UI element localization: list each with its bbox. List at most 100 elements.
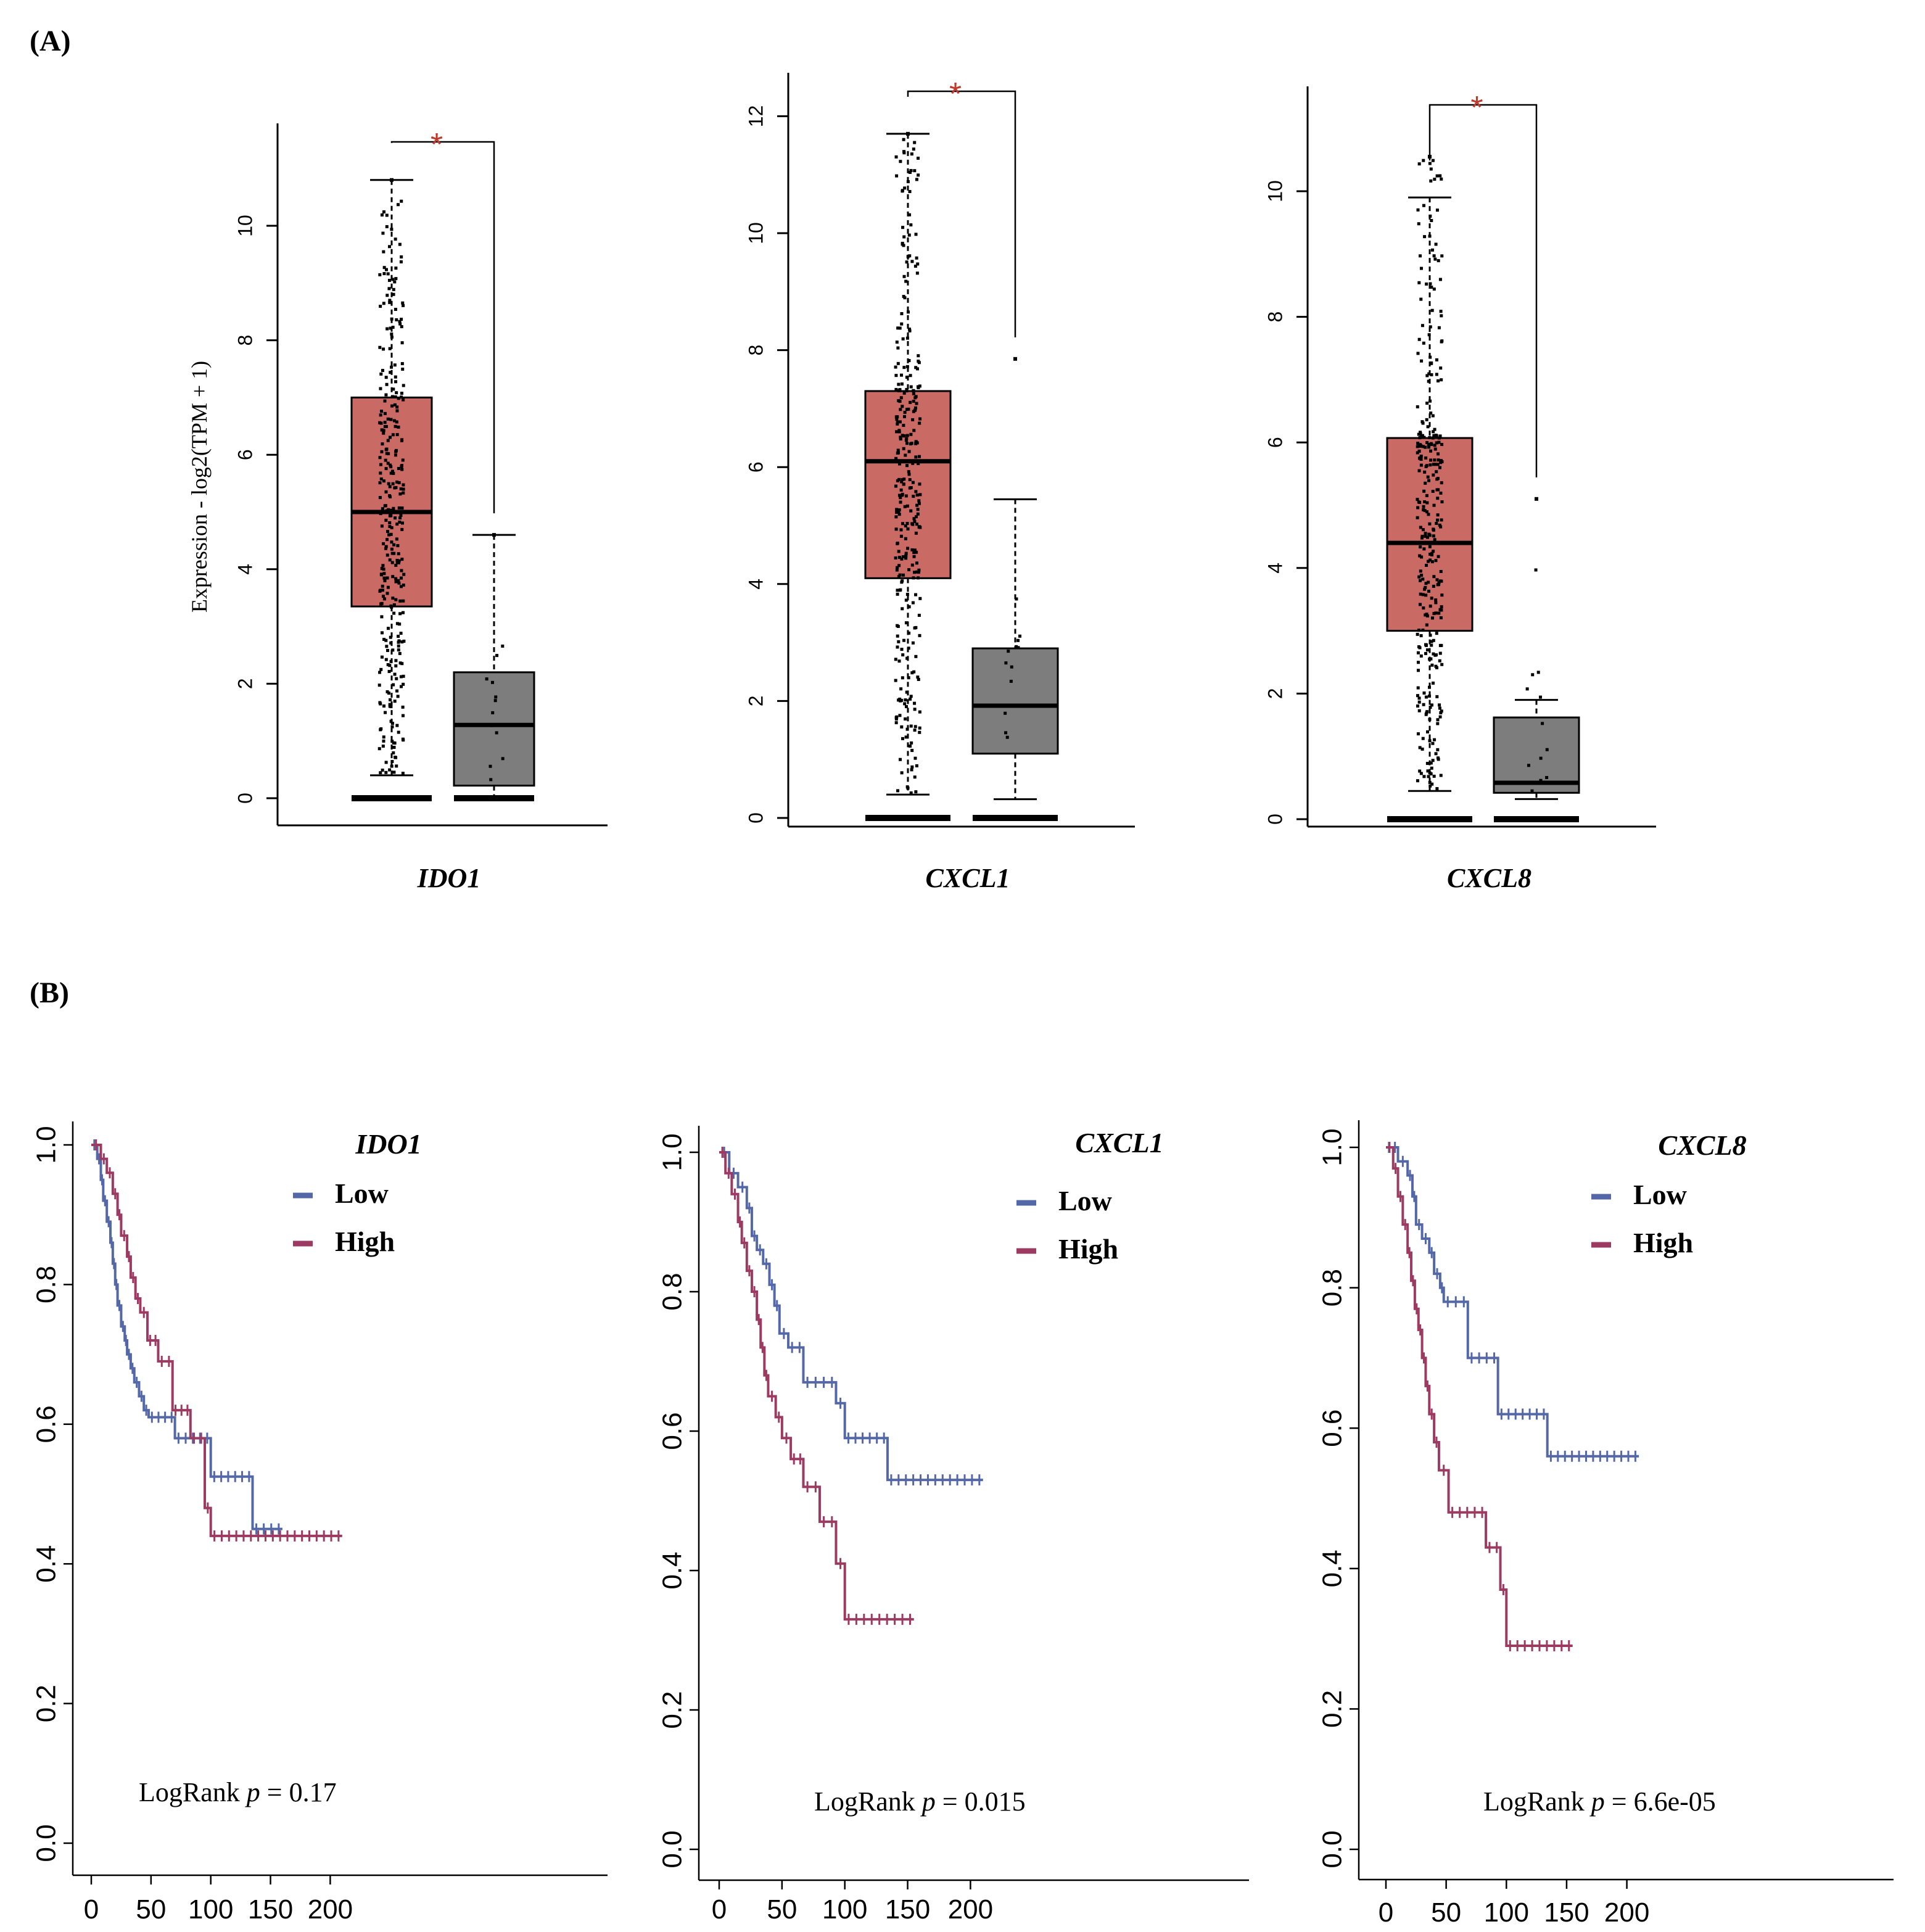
x-axis-label: IDO1 [417, 863, 481, 893]
data-point [1419, 444, 1422, 448]
data-point [910, 768, 913, 772]
data-point [390, 551, 394, 555]
data-point [912, 392, 915, 395]
data-point [395, 677, 398, 680]
data-point [1424, 643, 1428, 647]
data-point [1420, 574, 1424, 577]
km-title: CXCL8 [1658, 1129, 1746, 1161]
data-point [1425, 464, 1428, 468]
data-point [390, 469, 394, 473]
data-point [397, 559, 401, 563]
data-point [907, 473, 911, 476]
data-point [1417, 700, 1421, 704]
data-point [378, 671, 382, 674]
data-point [1418, 436, 1422, 440]
data-point [1435, 470, 1438, 474]
data-point [1434, 752, 1438, 756]
data-point [1422, 606, 1425, 610]
data-point [390, 332, 394, 336]
data-point [918, 710, 921, 714]
data-point [1437, 555, 1440, 558]
data-point [1010, 665, 1013, 669]
data-point [902, 482, 905, 486]
data-point [1416, 352, 1420, 355]
data-point [385, 509, 389, 513]
y-tick-label: 4 [234, 564, 256, 575]
data-point [1430, 597, 1433, 600]
data-point [1435, 477, 1439, 481]
data-point [385, 452, 389, 455]
data-point [913, 519, 917, 523]
data-point [1423, 235, 1427, 239]
data-point [901, 492, 904, 496]
data-point [901, 460, 904, 463]
data-point [1433, 178, 1437, 181]
data-point [901, 478, 904, 482]
data-point [1440, 579, 1443, 583]
data-point [1430, 640, 1433, 643]
data-point [906, 786, 910, 790]
data-point [1428, 162, 1432, 165]
data-point [387, 494, 391, 498]
data-point [896, 448, 900, 452]
data-point [394, 308, 397, 312]
data-point [1005, 735, 1009, 739]
data-point [390, 764, 394, 768]
data-point [1438, 434, 1442, 438]
data-point [913, 548, 917, 552]
data-point [916, 512, 920, 516]
survival-series-low [1386, 1142, 1639, 1462]
data-point [377, 421, 381, 424]
data-point [1417, 629, 1420, 632]
data-point [910, 671, 914, 675]
data-point [402, 303, 405, 307]
data-point [392, 683, 395, 687]
data-point [389, 471, 393, 475]
data-point [898, 400, 902, 403]
data-point [1433, 458, 1437, 462]
data-point [905, 376, 909, 379]
data-point [1016, 638, 1020, 642]
data-point [390, 725, 394, 729]
data-point [385, 327, 389, 331]
data-point [397, 635, 400, 638]
data-point [1420, 536, 1424, 540]
data-point [378, 345, 382, 349]
data-point [1429, 761, 1433, 765]
data-point [1421, 528, 1425, 532]
data-point [392, 770, 396, 774]
data-point [915, 256, 918, 260]
data-point [910, 563, 914, 567]
data-point [389, 532, 393, 536]
data-point [1416, 405, 1419, 409]
data-point [396, 203, 400, 207]
data-point [908, 254, 912, 258]
data-point [899, 436, 902, 439]
data-point [382, 638, 386, 642]
data-point [386, 417, 390, 421]
data-point [897, 382, 901, 386]
data-point [493, 699, 497, 703]
data-point [917, 677, 920, 681]
data-point [916, 508, 920, 511]
zero-points [865, 815, 950, 821]
data-point [495, 654, 499, 658]
data-point [1417, 432, 1420, 436]
data-point [903, 296, 907, 300]
data-point [901, 607, 904, 611]
data-point [1427, 479, 1431, 482]
logrank-value: = 0.17 [260, 1777, 337, 1807]
data-point [898, 573, 902, 577]
data-point [1424, 481, 1427, 485]
data-point [899, 488, 903, 492]
data-point [400, 464, 403, 468]
data-point [1432, 575, 1436, 579]
data-point [392, 751, 395, 754]
data-point [908, 329, 912, 332]
data-point [905, 504, 909, 508]
x-tick-label: 150 [885, 1894, 930, 1925]
data-point [387, 279, 391, 283]
data-point [1425, 648, 1429, 652]
data-point [909, 697, 912, 701]
data-point [382, 429, 385, 432]
